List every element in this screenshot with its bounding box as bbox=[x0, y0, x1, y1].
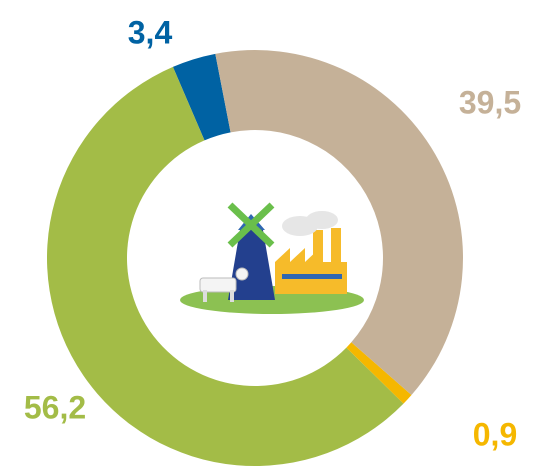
value-label: 39,5 bbox=[459, 84, 521, 120]
value-label: 3,4 bbox=[128, 14, 173, 50]
chart: 3,4 56,2 0,9 39,5 bbox=[0, 0, 538, 471]
value-label: 0,9 bbox=[473, 416, 517, 452]
value-label: 56,2 bbox=[24, 389, 86, 425]
center-illustration bbox=[180, 205, 364, 314]
